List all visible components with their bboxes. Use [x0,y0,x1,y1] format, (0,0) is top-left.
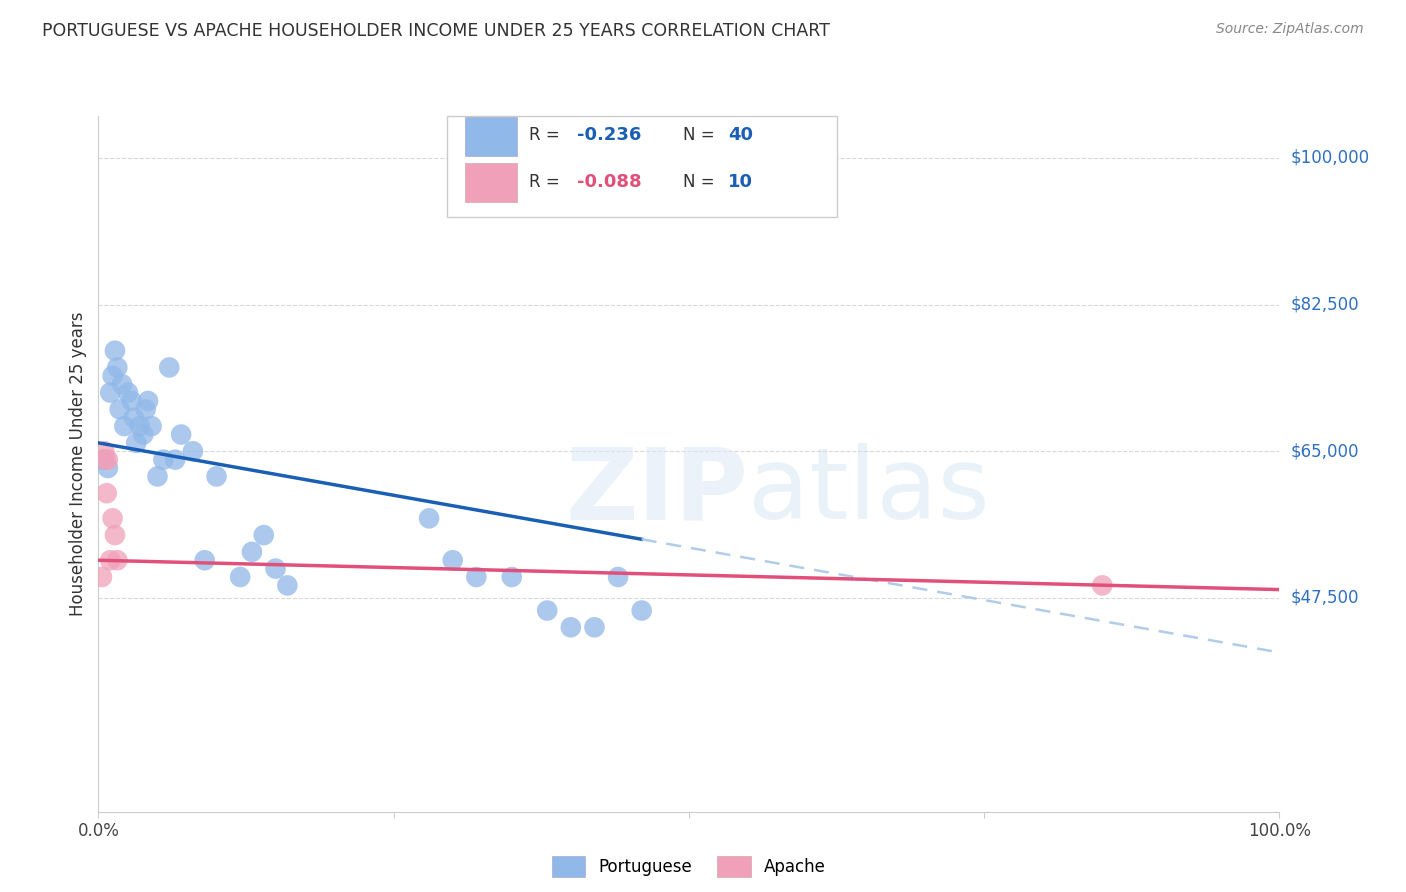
Point [607,570,630,584]
Point [630,603,652,617]
Text: $100,000: $100,000 [1291,149,1369,167]
Point [125,436,148,450]
Point [97,452,120,467]
Text: N =: N = [683,173,720,191]
Point [96,486,118,500]
Point [136,394,159,409]
Point [104,528,127,542]
Legend: Portuguese, Apache: Portuguese, Apache [546,850,832,883]
Point [105,553,128,567]
FancyBboxPatch shape [464,117,516,155]
Point [101,368,124,383]
Point [141,419,163,434]
Text: 40: 40 [728,127,754,145]
Text: $82,500: $82,500 [1291,295,1360,314]
Point [253,528,276,542]
Point [91,570,114,584]
Point [205,469,228,483]
Point [264,561,287,575]
Point [94,452,117,467]
Point [441,553,464,567]
Point [117,385,139,400]
Point [93,444,115,458]
Point [536,603,558,617]
Point [152,452,174,467]
Point [108,402,131,417]
Text: $65,000: $65,000 [1291,442,1360,460]
Point [91,452,114,467]
Point [104,343,127,358]
Text: atlas: atlas [748,443,990,541]
Point [128,419,150,434]
Point [98,553,121,567]
Point [501,570,523,584]
Text: ZIP: ZIP [565,443,748,541]
Point [240,545,263,559]
Point [132,427,155,442]
Point [101,511,124,525]
Text: $47,500: $47,500 [1291,589,1360,607]
Point [135,402,157,417]
Text: 10: 10 [728,173,754,191]
Text: PORTUGUESE VS APACHE HOUSEHOLDER INCOME UNDER 25 YEARS CORRELATION CHART: PORTUGUESE VS APACHE HOUSEHOLDER INCOME … [42,22,830,40]
Point [105,360,128,375]
Point [418,511,440,525]
Point [111,377,134,392]
Text: N =: N = [683,127,720,145]
Point [276,578,298,592]
Point [194,553,217,567]
Text: R =: R = [530,173,565,191]
Point [146,469,169,483]
Text: R =: R = [530,127,565,145]
FancyBboxPatch shape [447,116,837,217]
Text: -0.088: -0.088 [576,173,641,191]
Point [121,394,143,409]
Point [170,427,193,442]
Point [229,570,252,584]
Point [465,570,488,584]
Point [583,620,606,634]
Point [112,419,135,434]
Point [157,360,180,375]
Text: Source: ZipAtlas.com: Source: ZipAtlas.com [1216,22,1364,37]
Point [98,385,121,400]
Point [165,452,187,467]
Point [1091,578,1114,592]
Point [181,444,204,458]
FancyBboxPatch shape [464,163,516,202]
Y-axis label: Householder Income Under 25 years: Householder Income Under 25 years [69,311,87,616]
Text: -0.236: -0.236 [576,127,641,145]
Point [122,410,145,425]
Point [97,461,120,475]
Point [560,620,582,634]
